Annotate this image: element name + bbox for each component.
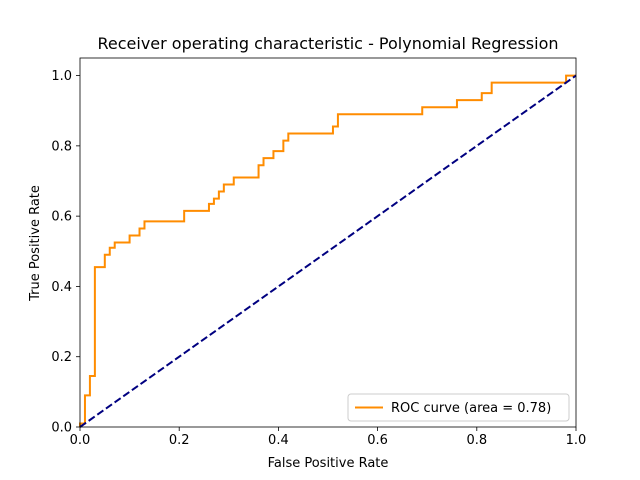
x-tick-label: 0.0	[70, 433, 91, 448]
legend-label-roc-curve: ROC curve (area = 0.78)	[391, 401, 551, 416]
chart-title: Receiver operating characteristic - Poly…	[97, 34, 558, 53]
y-tick-label: 0.6	[51, 210, 72, 225]
y-tick-label: 0.8	[51, 139, 72, 154]
x-tick-label: 0.4	[268, 433, 289, 448]
y-tick-label: 0.2	[51, 350, 72, 365]
y-tick-label: 0.0	[51, 421, 72, 436]
legend-box	[347, 393, 570, 422]
roc-curve-line	[79, 74, 576, 427]
x-tick-label: 0.2	[169, 433, 190, 448]
plot-area: 0.0 0.2 0.4 0.6 0.8 1.0 0.0 0.2 0.4 0.6 0.8 1.0	[51, 57, 587, 448]
x-tick-label: 0.8	[466, 433, 487, 448]
x-tick-label: 1.0	[566, 433, 587, 448]
legend: ROC curve (area = 0.78)	[347, 393, 570, 422]
y-axis-label: True Positive Rate	[28, 185, 43, 302]
chance-diagonal-line	[79, 74, 577, 428]
x-tick-label: 0.6	[367, 433, 388, 448]
y-tick-label: 0.4	[51, 280, 72, 295]
axes-frame	[79, 57, 577, 428]
x-axis-label: False Positive Rate	[268, 456, 389, 471]
y-tick-label: 1.0	[51, 69, 72, 84]
